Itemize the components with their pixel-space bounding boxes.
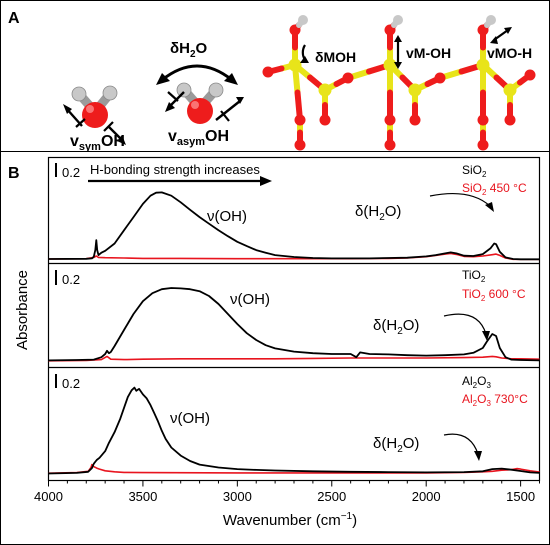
voh-label: ν(OH)	[207, 208, 247, 225]
oxygen-atom	[319, 114, 331, 126]
oxygen-atom	[384, 114, 396, 126]
hydrogen-atom	[298, 15, 308, 25]
spectrum-untreated	[48, 191, 540, 261]
legend-sio2: SiO2	[462, 163, 487, 179]
spectrum-heated	[48, 355, 540, 362]
x-axis-label: Wavenumber (cm−1)	[223, 511, 357, 529]
label-vasym: vasymOH	[168, 128, 229, 148]
y-axis-label: Absorbance	[14, 270, 31, 350]
dh2o-arrow	[429, 192, 491, 207]
legend-sio2-heated: SiO2 450 °C	[462, 181, 527, 197]
x-tick-label: 3000	[223, 489, 252, 504]
hydrogen-atom	[208, 82, 224, 98]
label-vmoh: vM-OH	[406, 45, 451, 61]
metal-atom	[503, 83, 517, 97]
oxygen-atom	[262, 66, 274, 78]
legend-al2o3-heated: Al2O3 730°C	[462, 392, 528, 408]
legend-al2o3: Al2O3	[462, 374, 491, 390]
x-tick-label: 1500	[506, 489, 535, 504]
label-vsym: vsymOH	[70, 133, 125, 153]
legend-tio2: TiO2	[462, 268, 486, 284]
legend-tio2-heated: TiO2 600 °C	[462, 287, 526, 303]
hydrogen-atom	[486, 15, 496, 25]
oxygen-atom	[409, 114, 421, 126]
metal-atom	[383, 58, 397, 72]
oxygen-atom	[294, 139, 306, 151]
metal-atom	[408, 83, 422, 97]
dh2o-arrow	[443, 433, 479, 455]
label-delta-h2o: δH2O	[170, 40, 208, 60]
panel-b: B Absorbance H-bonding strength increase…	[0, 151, 550, 545]
metal-atom	[288, 58, 302, 72]
oxygen-atom	[82, 102, 108, 128]
panel-a: A vsymOH δH2O	[0, 0, 550, 153]
voh-label: ν(OH)	[170, 410, 210, 427]
dh2o-label: δ(H2O)	[373, 317, 419, 337]
voh-label: ν(OH)	[230, 291, 270, 308]
oxygen-atom	[294, 114, 306, 126]
scale-bar-label: 0.2	[62, 272, 80, 287]
x-tick-label: 4000	[34, 489, 63, 504]
bend-arrow	[161, 64, 233, 82]
metal-atom	[318, 83, 332, 97]
x-tick-label: 2000	[412, 489, 441, 504]
label-dmoh: δMOH	[315, 49, 356, 65]
dh2o-label: δ(H2O)	[355, 203, 401, 223]
hydrogen-atom	[393, 15, 403, 25]
scale-bar-label: 0.2	[62, 376, 80, 391]
scale-bar-label: 0.2	[62, 165, 80, 180]
oxygen-atom	[524, 69, 536, 81]
dh2o-label: δ(H2O)	[373, 435, 419, 455]
hydrogen-atom	[102, 85, 118, 101]
spectrum-untreated	[48, 386, 540, 475]
water-molecule-asym: δH2O vasymOH	[156, 40, 244, 148]
oxygen-atom	[187, 98, 213, 124]
hydrogen-atom	[71, 86, 87, 102]
x-tick-label: 2500	[317, 489, 346, 504]
panel-b-label: B	[8, 165, 20, 182]
spectrum-untreated	[48, 287, 540, 362]
x-tick-label: 3500	[128, 489, 157, 504]
oxygen-atom	[477, 114, 489, 126]
label-vmo-h: vMO-H	[487, 45, 532, 61]
hydrogen-atom	[176, 82, 192, 98]
oxygen-atom	[477, 139, 489, 151]
oxygen-atom	[342, 72, 354, 84]
water-molecule-sym: vsymOH	[63, 85, 126, 153]
oxide-surface-structure	[262, 15, 536, 151]
hbond-arrow-label: H-bonding strength increases	[90, 162, 260, 177]
spectra	[48, 191, 540, 475]
metal-atom	[476, 58, 490, 72]
dh2o-arrow	[443, 313, 487, 335]
x-axis: 4000 3500 3000 2500 2000 1500	[34, 480, 540, 504]
asym-arrow-right	[215, 100, 241, 121]
oxygen-atom	[504, 114, 516, 126]
oxygen-atom	[434, 72, 446, 84]
oxygen-atom	[384, 139, 396, 151]
panel-a-label: A	[8, 10, 20, 27]
